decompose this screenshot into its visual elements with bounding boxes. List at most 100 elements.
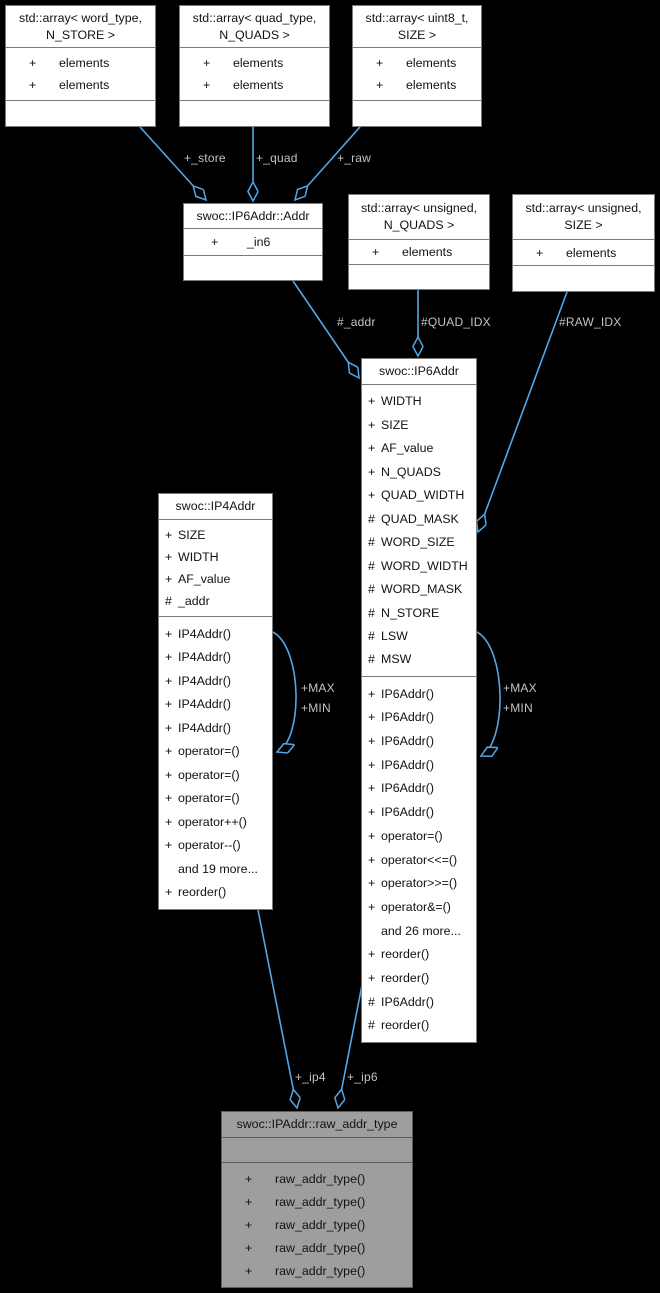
member-name: WORD_SIZE: [381, 535, 455, 550]
member-name: elements: [406, 56, 457, 70]
member-name: raw_addr_type(): [275, 1172, 366, 1186]
methods-section: [180, 100, 329, 126]
class-ip6addr[interactable]: swoc::IP6Addr + WIDTH + SIZE + AF_value + N_QUA…: [361, 358, 477, 1043]
member-name: IP6Addr(): [381, 734, 435, 749]
methods-section: [6, 100, 155, 126]
member-name: _addr: [178, 594, 210, 608]
method-row: + IP6Addr(): [362, 687, 476, 701]
visibility-symbol: +: [165, 550, 173, 564]
attribute-row: + elements: [353, 56, 481, 70]
visibility-symbol: +: [368, 488, 376, 503]
attribute-row: + WIDTH: [159, 550, 272, 564]
method-row: + operator>>=(): [362, 876, 476, 890]
visibility-symbol: +: [368, 828, 376, 843]
method-row: # IP6Addr(): [362, 995, 476, 1009]
member-name: WORD_MASK: [381, 582, 463, 597]
method-row: + raw_addr_type(): [222, 1218, 412, 1232]
visibility-symbol: +: [165, 528, 173, 542]
visibility-symbol: +: [211, 235, 219, 249]
attribute-row: + elements: [6, 78, 155, 92]
method-row: + reorder(): [362, 971, 476, 985]
attribute-row: # MSW: [362, 652, 476, 666]
attributes-section: [222, 1138, 412, 1162]
visibility-symbol: +: [368, 852, 376, 867]
member-name: reorder(): [381, 970, 430, 985]
visibility-symbol: +: [372, 245, 380, 259]
visibility-symbol: +: [368, 899, 376, 914]
attribute-row: # LSW: [362, 629, 476, 643]
visibility-symbol: +: [368, 970, 376, 985]
attributes-section: + elements + elements: [353, 48, 481, 100]
visibility-symbol: +: [368, 734, 376, 749]
member-name: QUAD_WIDTH: [381, 488, 465, 503]
method-row: + operator=(): [159, 744, 272, 758]
attributes-section: + elements: [349, 240, 489, 264]
member-name: and 19 more...: [178, 861, 258, 876]
edge-label-raw-idx: #RAW_IDX: [559, 315, 622, 329]
member-name: SIZE: [178, 528, 206, 542]
attribute-row: + SIZE: [362, 418, 476, 432]
class-std-array-uint8[interactable]: std::array< uint8_t, SIZE > + elements + el…: [352, 5, 482, 127]
member-name: operator=(): [178, 767, 240, 782]
attribute-row: # WORD_MASK: [362, 582, 476, 596]
member-name: operator>>=(): [381, 876, 458, 891]
methods-section: + IP4Addr() + IP4Addr() + IP4Addr() + IP4Addr()…: [159, 616, 272, 909]
member-name: operator=(): [381, 828, 443, 843]
method-row: + raw_addr_type(): [222, 1241, 412, 1255]
attribute-row: # QUAD_MASK: [362, 512, 476, 526]
class-title: swoc::IPAddr::raw_addr_type: [222, 1112, 412, 1138]
attribute-row: # _addr: [159, 594, 272, 608]
class-std-array-unsigned-nquads[interactable]: std::array< unsigned, N_QUADS > + element…: [348, 194, 490, 290]
edge-label-ip6: +_ip6: [347, 1070, 378, 1084]
edge-label-quad-idx: #QUAD_IDX: [421, 315, 491, 329]
attribute-row: + AF_value: [362, 441, 476, 455]
attributes-section: + SIZE + WIDTH + AF_value # _addr: [159, 520, 272, 616]
methods-section: [513, 265, 654, 291]
method-row: + raw_addr_type(): [222, 1264, 412, 1278]
methods-section: [184, 255, 322, 280]
method-row: + IP6Addr(): [362, 710, 476, 724]
member-name: elements: [233, 56, 284, 70]
member-name: elements: [406, 78, 457, 92]
member-name: IP6Addr(): [381, 686, 435, 701]
visibility-symbol: +: [536, 245, 544, 260]
visibility-symbol: +: [165, 572, 173, 586]
method-row: + IP4Addr(): [159, 697, 272, 711]
method-row: + IP6Addr(): [362, 734, 476, 748]
visibility-symbol: +: [165, 697, 173, 712]
visibility-symbol: +: [376, 56, 384, 70]
member-name: WORD_WIDTH: [381, 558, 468, 573]
attribute-row: + AF_value: [159, 572, 272, 586]
method-row: + reorder(): [362, 947, 476, 961]
visibility-symbol: +: [165, 673, 173, 688]
member-name: MSW: [381, 652, 412, 667]
class-title: swoc::IP4Addr: [159, 494, 272, 520]
method-row: + raw_addr_type(): [222, 1195, 412, 1209]
method-row: + IP6Addr(): [362, 781, 476, 795]
member-name: _in6: [247, 235, 271, 249]
method-row: + operator--(): [159, 838, 272, 852]
class-ip4addr[interactable]: swoc::IP4Addr + SIZE + WIDTH + AF_value # _addr…: [158, 493, 273, 910]
member-name: elements: [59, 56, 110, 70]
member-name: AF_value: [178, 572, 231, 586]
member-name: raw_addr_type(): [275, 1218, 366, 1232]
visibility-symbol: #: [368, 628, 375, 643]
method-row: + IP4Addr(): [159, 627, 272, 641]
visibility-symbol: #: [368, 558, 375, 573]
class-std-array-word-type[interactable]: std::array< word_type, N_STORE > + elemen…: [5, 5, 156, 127]
member-name: WIDTH: [178, 550, 219, 564]
class-std-array-quad-type[interactable]: std::array< quad_type, N_QUADS > + elemen…: [179, 5, 330, 127]
class-ipaddr-raw-addr-type[interactable]: swoc::IPAddr::raw_addr_type + raw_addr_ty…: [221, 1111, 413, 1288]
method-row: + IP6Addr(): [362, 758, 476, 772]
class-title: std::array< word_type, N_STORE >: [6, 6, 155, 48]
visibility-symbol: +: [368, 947, 376, 962]
visibility-symbol: #: [368, 652, 375, 667]
method-row: + raw_addr_type(): [222, 1172, 412, 1186]
visibility-symbol: +: [165, 767, 173, 782]
visibility-symbol: +: [368, 417, 376, 432]
method-row: and 26 more...: [362, 924, 476, 938]
class-title: swoc::IP6Addr::Addr: [184, 204, 322, 229]
class-ip6addr-addr[interactable]: swoc::IP6Addr::Addr + _in6: [183, 203, 323, 281]
class-std-array-unsigned-size[interactable]: std::array< unsigned, SIZE > + elements: [512, 194, 655, 292]
visibility-symbol: +: [165, 720, 173, 735]
